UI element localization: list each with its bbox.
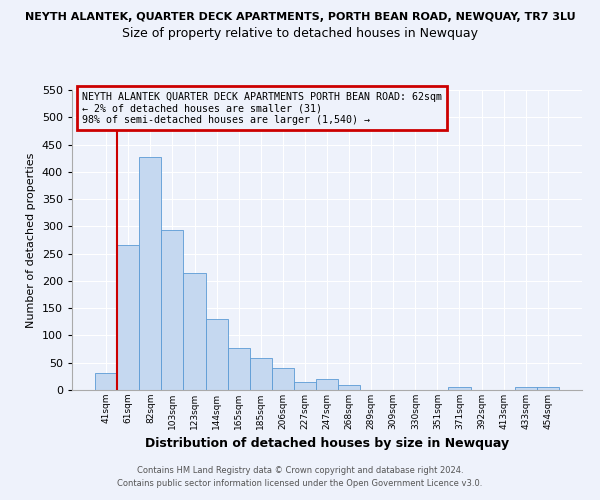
Bar bbox=[448, 388, 470, 390]
Bar bbox=[161, 230, 184, 390]
Bar bbox=[316, 379, 338, 390]
Bar bbox=[272, 368, 294, 390]
Text: Size of property relative to detached houses in Newquay: Size of property relative to detached ho… bbox=[122, 28, 478, 40]
Bar bbox=[227, 348, 250, 390]
Bar bbox=[139, 156, 161, 390]
Bar bbox=[117, 246, 139, 390]
Text: NEYTH ALANTEK, QUARTER DECK APARTMENTS, PORTH BEAN ROAD, NEWQUAY, TR7 3LU: NEYTH ALANTEK, QUARTER DECK APARTMENTS, … bbox=[25, 12, 575, 22]
Bar bbox=[515, 388, 537, 390]
Bar bbox=[184, 272, 206, 390]
Bar bbox=[338, 384, 360, 390]
Text: NEYTH ALANTEK QUARTER DECK APARTMENTS PORTH BEAN ROAD: 62sqm
← 2% of detached ho: NEYTH ALANTEK QUARTER DECK APARTMENTS PO… bbox=[82, 92, 442, 124]
Bar bbox=[250, 358, 272, 390]
Bar bbox=[206, 319, 227, 390]
Bar bbox=[95, 372, 117, 390]
Y-axis label: Number of detached properties: Number of detached properties bbox=[26, 152, 36, 328]
Bar bbox=[294, 382, 316, 390]
Text: Contains HM Land Registry data © Crown copyright and database right 2024.
Contai: Contains HM Land Registry data © Crown c… bbox=[118, 466, 482, 487]
Bar bbox=[537, 388, 559, 390]
X-axis label: Distribution of detached houses by size in Newquay: Distribution of detached houses by size … bbox=[145, 438, 509, 450]
